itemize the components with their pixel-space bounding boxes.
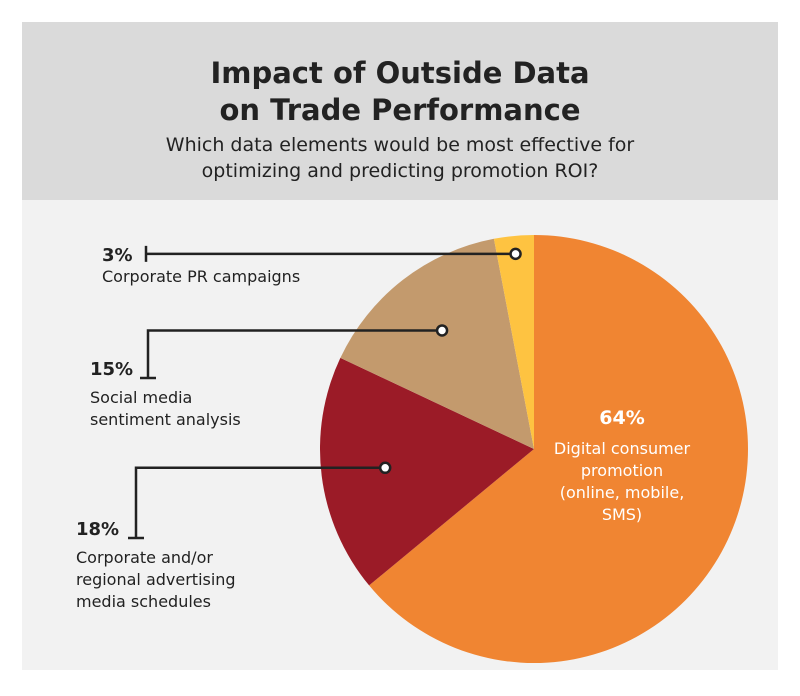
leader-line-social_media: [146, 329, 443, 378]
pie-slice-corporate_advertising: [319, 357, 534, 586]
slice-percent-social_media: 15%: [90, 359, 133, 380]
slice-label-digital-line-3: (online, mobile,: [560, 483, 685, 502]
slice-percent-corporate_advertising: 18%: [76, 519, 119, 540]
slice-label-corporate_advertising-line-2: regional advertising: [76, 570, 236, 589]
leader-lines: [128, 245, 522, 540]
slice-label-corporate_advertising-line-1: Corporate and/or: [76, 548, 213, 567]
leader-marker-corporate_advertising: [378, 461, 392, 475]
chart-title-line-1: Impact of Outside Data: [210, 56, 590, 90]
pie-slice-pr_campaigns: [493, 235, 534, 449]
slice-percent-digital: 64%: [599, 407, 644, 429]
slice-label-digital-line-2: promotion: [581, 461, 663, 480]
slice-label-corporate_advertising-line-3: media schedules: [76, 592, 211, 611]
pie-slice-digital: [369, 235, 748, 664]
slice-labels: 64% Digital consumer promotion (online, mob…: [76, 245, 691, 611]
slice-label-social_media-line-2: sentiment analysis: [90, 410, 241, 429]
pie-slices: [319, 235, 748, 664]
leader-line-corporate_advertising: [134, 466, 386, 538]
slice-label-digital-line-1: Digital consumer: [554, 439, 691, 458]
header-band-overlay: [22, 22, 778, 200]
chart-subtitle-line-1: Which data elements would be most effect…: [165, 134, 635, 156]
slice-label-pr_campaigns-line-1: Corporate PR campaigns: [102, 267, 300, 286]
leader-marker-pr_campaigns: [509, 247, 522, 261]
slice-percent-pr_campaigns: 3%: [102, 245, 133, 266]
leader-marker-social_media: [435, 324, 449, 337]
slice-label-digital-line-4: SMS): [602, 505, 642, 524]
chart-title-line-2: on Trade Performance: [219, 93, 581, 127]
pie-slice-social_media: [340, 238, 534, 449]
chart-subtitle-line-2: optimizing and predicting promotion ROI?: [201, 160, 599, 182]
slice-label-social_media-line-1: Social media: [90, 388, 192, 407]
